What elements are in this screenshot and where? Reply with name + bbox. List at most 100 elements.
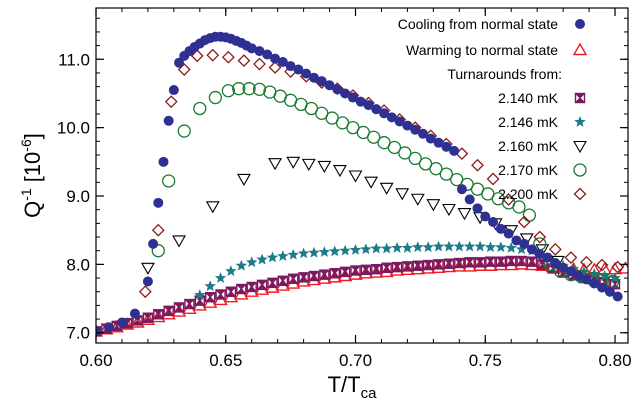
data-point xyxy=(103,322,114,333)
data-point xyxy=(515,255,528,267)
data-point xyxy=(242,82,256,96)
data-point xyxy=(164,95,178,109)
data-point xyxy=(581,274,592,285)
series-cooling-from-normal-state xyxy=(96,31,623,337)
data-point xyxy=(256,279,268,291)
x-tick-label: 0.75 xyxy=(469,351,502,370)
y-tick-label: 8.0 xyxy=(66,255,90,274)
y-tick-label: 10.0 xyxy=(57,119,90,138)
data-point xyxy=(205,201,220,214)
data-point xyxy=(266,251,279,263)
data-point xyxy=(398,146,412,160)
data-point xyxy=(206,48,220,62)
data-point xyxy=(425,133,436,144)
data-point xyxy=(142,312,154,323)
data-point xyxy=(225,265,237,277)
data-point xyxy=(394,116,405,127)
legend-label: 2.146 mK xyxy=(498,114,559,130)
legend-marker xyxy=(575,19,585,29)
data-point xyxy=(190,49,204,63)
data-point xyxy=(488,216,499,227)
data-point xyxy=(367,130,381,144)
data-point xyxy=(471,158,484,172)
data-point xyxy=(329,268,341,279)
data-point xyxy=(565,266,576,277)
data-point xyxy=(268,61,282,74)
data-point xyxy=(453,257,466,269)
data-point xyxy=(174,57,185,68)
x-tick-label: 0.65 xyxy=(209,351,242,370)
data-point xyxy=(449,145,460,156)
data-point xyxy=(502,193,516,206)
data-point xyxy=(297,247,310,259)
data-point xyxy=(252,82,267,97)
data-point xyxy=(301,158,316,171)
data-point xyxy=(347,92,358,103)
data-point xyxy=(511,235,522,246)
legend-heading: Turnarounds from: xyxy=(447,66,562,82)
data-point xyxy=(246,281,258,293)
y-tick-label: 7.0 xyxy=(66,324,90,343)
data-point xyxy=(443,258,455,269)
data-point xyxy=(142,276,153,287)
legend-marker xyxy=(574,92,586,104)
data-point xyxy=(456,184,467,195)
data-point xyxy=(339,244,351,256)
data-point xyxy=(604,286,615,297)
data-point xyxy=(370,242,382,254)
data-point xyxy=(297,272,310,283)
data-point xyxy=(370,263,382,275)
data-point xyxy=(96,326,101,337)
data-point xyxy=(151,223,165,237)
data-point xyxy=(318,246,331,257)
data-point xyxy=(317,160,332,174)
legend-marker xyxy=(573,140,587,154)
plot-frame xyxy=(95,7,629,344)
data-point xyxy=(348,170,363,183)
data-point xyxy=(138,285,152,299)
data-point xyxy=(512,200,526,214)
data-point xyxy=(266,277,279,289)
data-point xyxy=(505,255,517,267)
data-point xyxy=(173,302,185,313)
data-point xyxy=(339,266,351,278)
data-point xyxy=(254,46,265,57)
data-point xyxy=(371,104,382,115)
data-point xyxy=(495,223,506,234)
data-point xyxy=(609,272,621,283)
data-point xyxy=(422,241,434,253)
data-point xyxy=(293,64,304,75)
legend-label: Cooling from normal state xyxy=(398,16,559,32)
data-point xyxy=(612,291,623,302)
data-point xyxy=(401,241,414,253)
data-point xyxy=(116,317,127,328)
data-point xyxy=(318,269,331,280)
data-point xyxy=(522,208,537,222)
data-point xyxy=(433,137,444,148)
data-point xyxy=(472,203,483,214)
data-point xyxy=(534,249,545,260)
data-point xyxy=(262,49,273,60)
data-point xyxy=(598,270,611,281)
data-point xyxy=(503,228,514,239)
legend-label: Warming to normal state xyxy=(406,42,558,58)
data-point xyxy=(355,96,366,107)
data-point xyxy=(548,242,562,256)
data-point xyxy=(573,271,584,281)
legend-marker xyxy=(574,116,586,127)
data-point xyxy=(162,305,175,317)
data-point xyxy=(340,88,351,99)
data-point xyxy=(395,188,410,201)
data-point xyxy=(214,289,227,300)
data-point xyxy=(495,241,507,253)
data-point xyxy=(153,197,164,208)
data-point xyxy=(324,80,335,91)
data-point xyxy=(308,246,320,258)
data-point xyxy=(401,261,414,272)
data-point xyxy=(391,261,403,273)
data-point xyxy=(526,244,537,255)
data-point xyxy=(140,262,155,275)
data-point xyxy=(611,260,625,274)
data-point xyxy=(329,245,341,257)
series-2-140-mk xyxy=(96,255,621,337)
